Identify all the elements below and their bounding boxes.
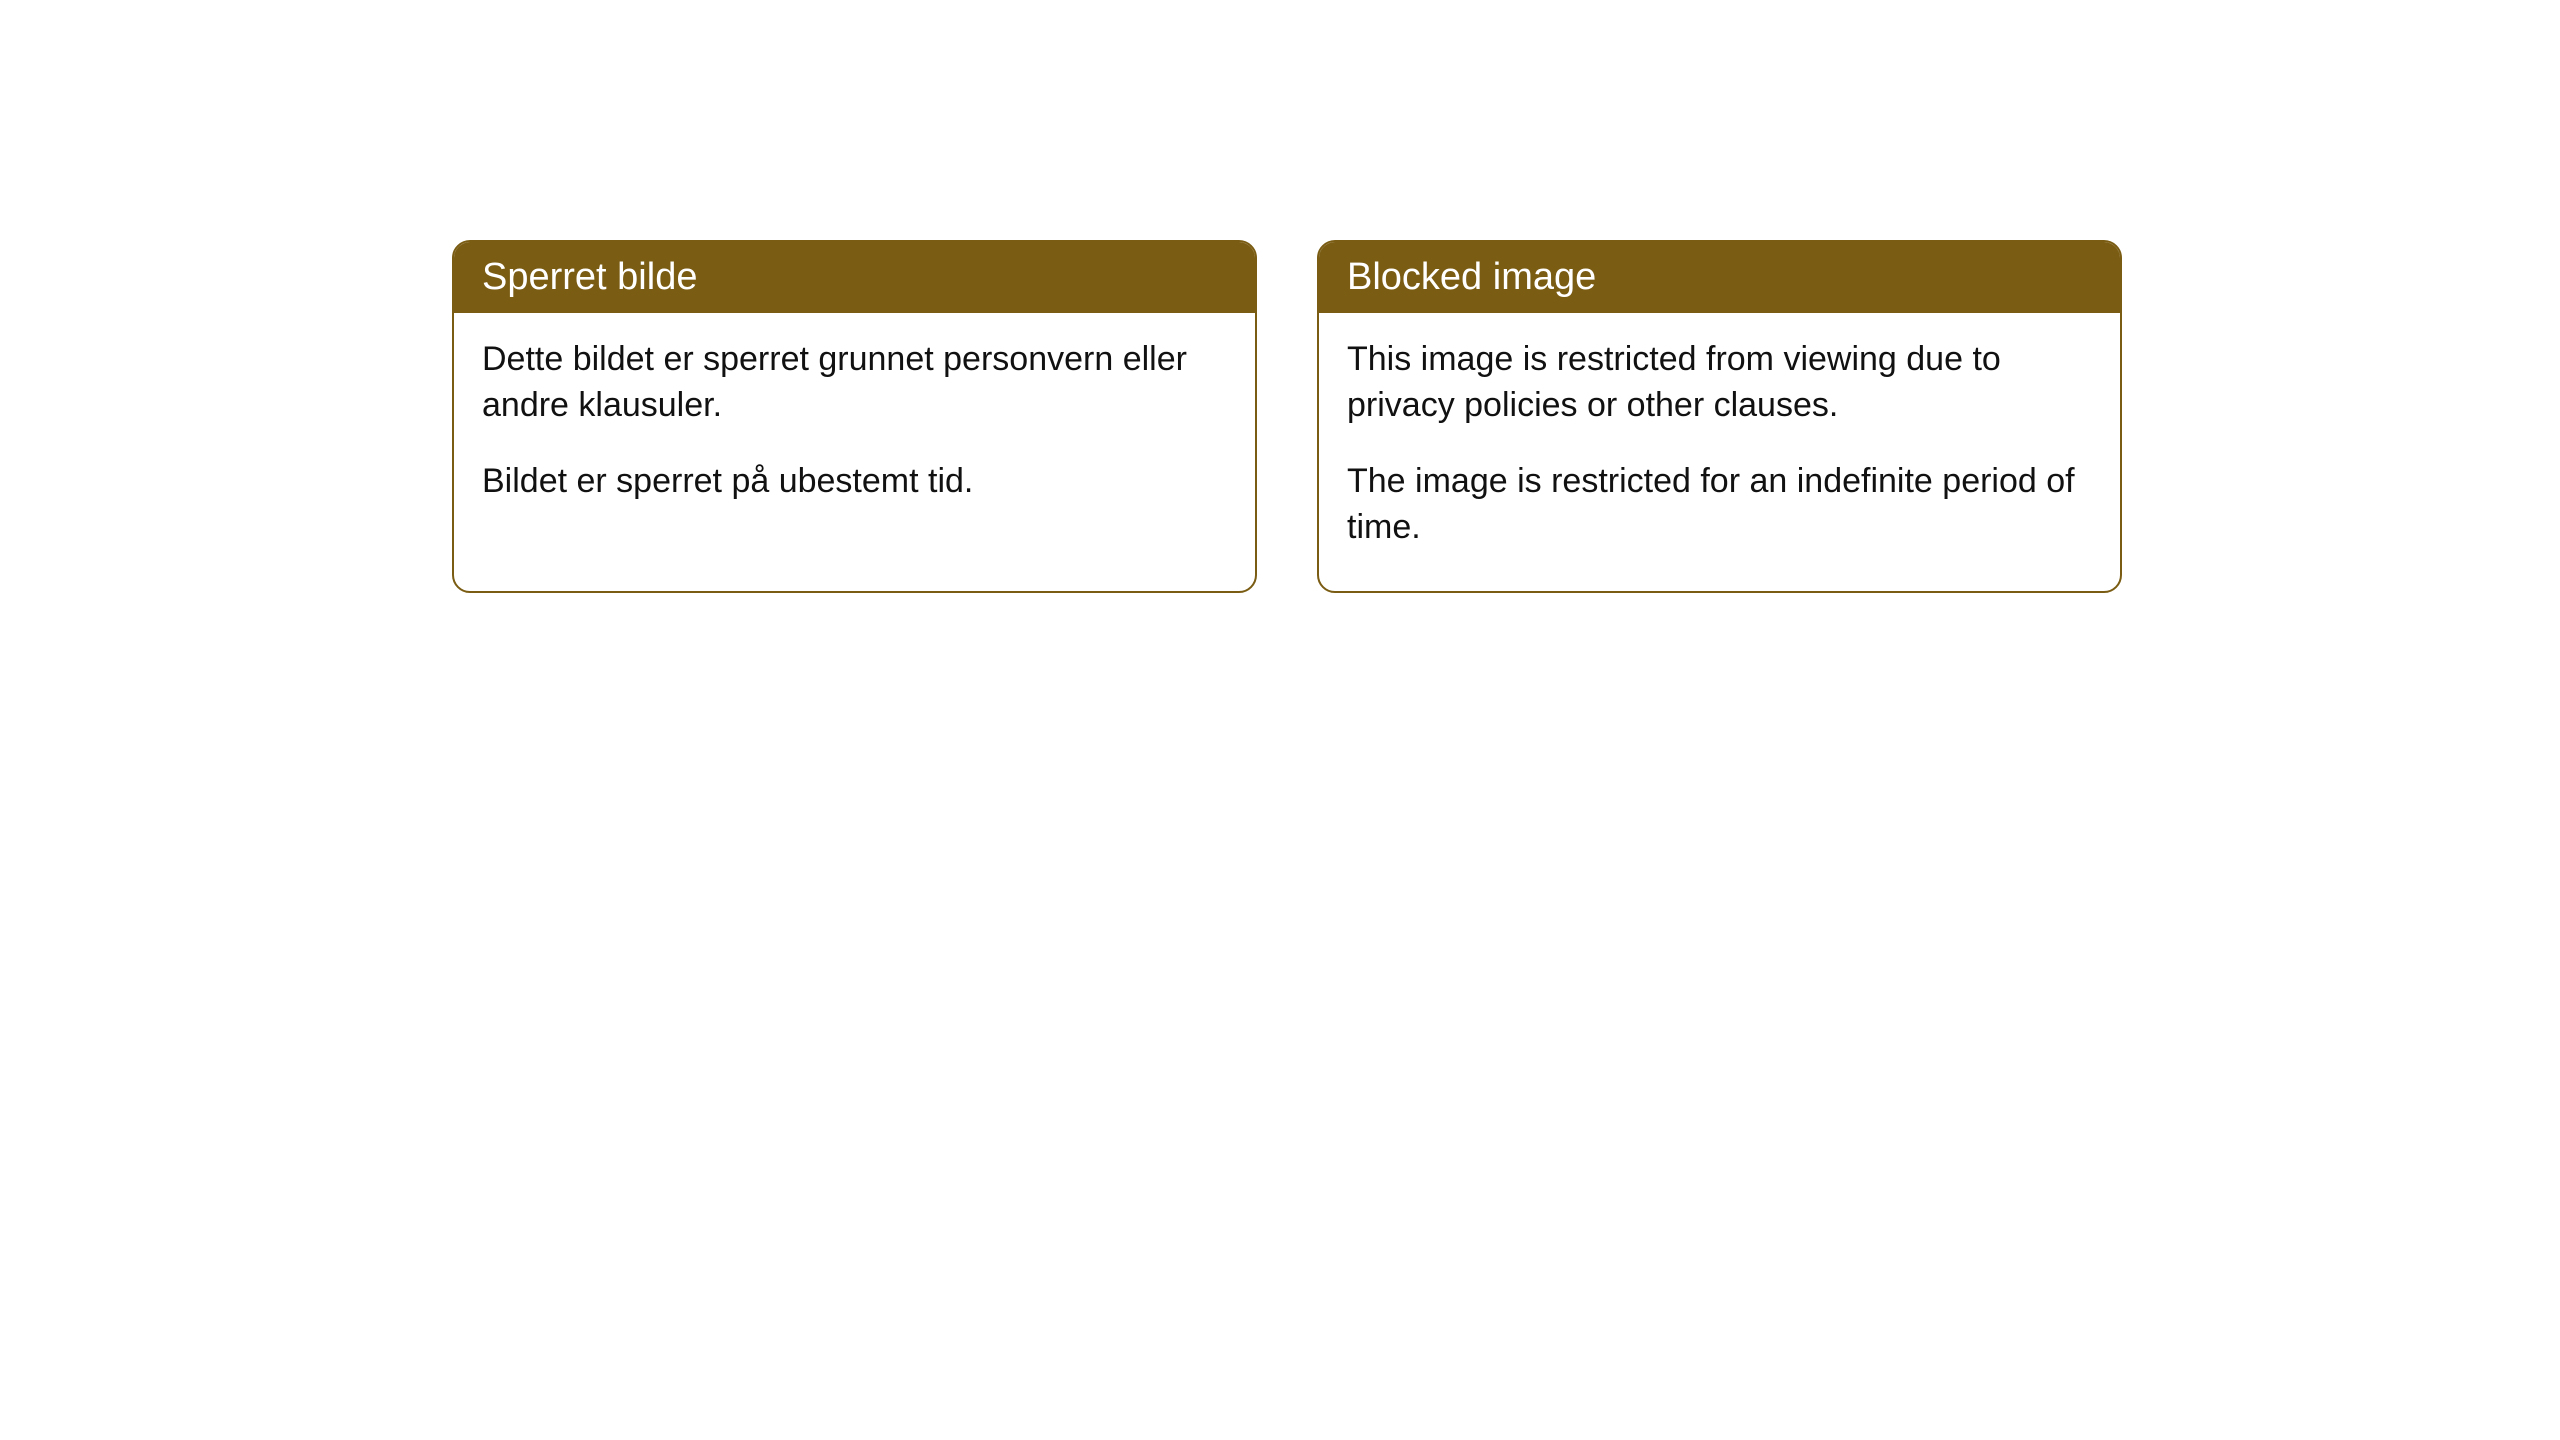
notice-header-english: Blocked image (1319, 242, 2120, 313)
notice-para2-norwegian: Bildet er sperret på ubestemt tid. (482, 459, 1227, 505)
notice-body-english: This image is restricted from viewing du… (1319, 313, 2120, 591)
notice-title-english: Blocked image (1347, 256, 1596, 298)
notice-title-norwegian: Sperret bilde (482, 256, 697, 298)
notice-para1-english: This image is restricted from viewing du… (1347, 337, 2092, 429)
notice-para1-norwegian: Dette bildet er sperret grunnet personve… (482, 337, 1227, 429)
notice-header-norwegian: Sperret bilde (454, 242, 1255, 313)
notice-container: Sperret bilde Dette bildet er sperret gr… (452, 240, 2122, 593)
notice-body-norwegian: Dette bildet er sperret grunnet personve… (454, 313, 1255, 545)
notice-card-english: Blocked image This image is restricted f… (1317, 240, 2122, 593)
notice-para2-english: The image is restricted for an indefinit… (1347, 459, 2092, 551)
notice-card-norwegian: Sperret bilde Dette bildet er sperret gr… (452, 240, 1257, 593)
